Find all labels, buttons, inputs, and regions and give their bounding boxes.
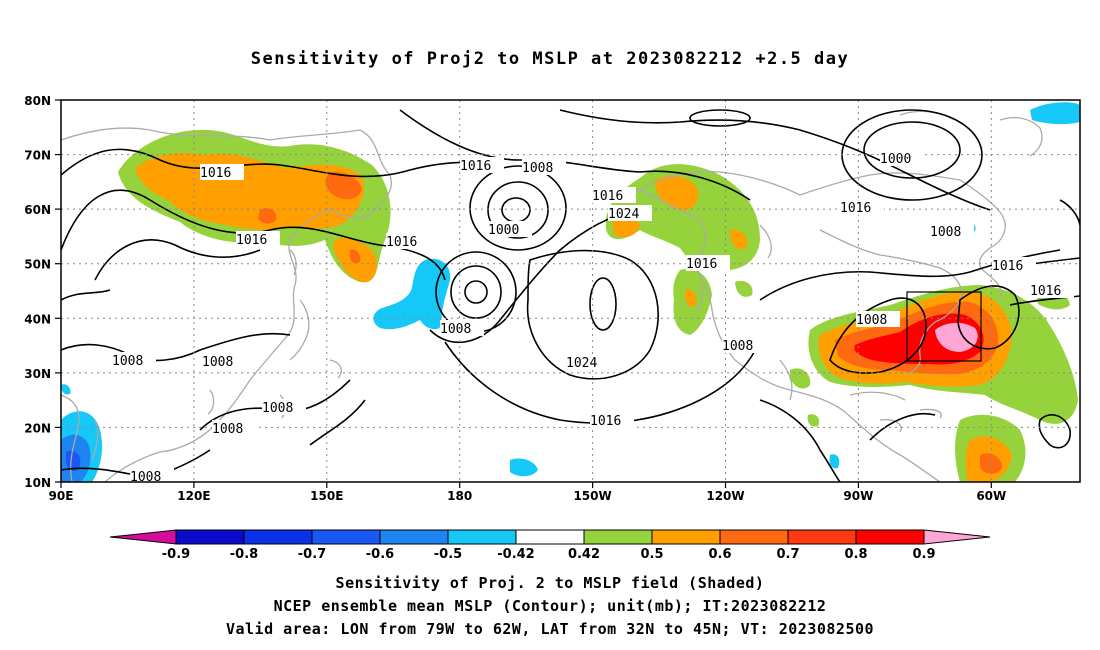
colorbar-label: 0.7 [776,547,799,562]
colorbar-box [311,529,381,545]
contour-label: 1008 [930,225,961,240]
colorbar-label: -0.6 [366,547,394,562]
contour-label: 1008 [440,322,471,337]
valid-area-box [906,291,982,362]
lat-tick-label: 20N [24,421,51,435]
contour-label: 1016 [590,414,621,429]
contour-label: 1008 [212,422,243,437]
contour-labels: 1016 1016 1016 1016 1008 1000 1016 1024 … [112,150,1074,485]
latitude-tick-labels: 80N 70N 60N 50N 40N 30N 20N 10N [24,94,51,490]
colorbar-box [855,529,925,545]
contour-label: 1024 [608,207,639,222]
lat-tick-label: 60N [24,203,51,217]
contour-label: 1008 [130,470,161,485]
colorbar-box [719,529,789,545]
lat-tick-label: 80N [24,94,51,108]
contour-label: 1016 [840,201,871,216]
colorbar-label: 0.9 [912,547,935,562]
contour-label: 1016 [460,159,491,174]
lon-tick-label: 90E [49,489,74,503]
lon-tick-label: 120E [177,489,210,503]
plot-frame [60,99,1081,483]
colorbar-label: 0.5 [640,547,663,562]
colorbar-label: -0.5 [434,547,462,562]
lon-tick-label: 90W [843,489,873,503]
colorbar-label: -0.42 [497,547,534,562]
coastlines [61,110,1043,482]
map-title: Sensitivity of Proj2 to MSLP at 20230822… [250,49,850,69]
contour-label: 1008 [112,354,143,369]
colorbar-extend-low [109,529,177,545]
colorbar: -0.9 -0.8 -0.7 -0.6 -0.5 -0.42 0.42 0.5 0.6 0.7 0.… [109,529,991,562]
lon-tick-label: 150E [310,489,343,503]
contour-label: 1016 [200,166,231,181]
colorbar-label: -0.7 [298,547,326,562]
colorbar-box [515,529,585,545]
colorbar-label: -0.9 [162,547,190,562]
lat-tick-label: 50N [24,258,51,272]
colorbar-box [447,529,517,545]
contour-label: 1008 [202,355,233,370]
lat-tick-label: 40N [24,312,51,326]
contour-label: 1016 [386,235,417,250]
contour-label: 1008 [722,339,753,354]
colorbar-box [379,529,449,545]
longitude-tick-labels: 90E 120E 150E 180 150W 120W 90W 60W [49,489,1007,503]
lat-tick-label: 30N [24,367,51,381]
colorbar-box [787,529,857,545]
colorbar-box [243,529,313,545]
latitude-axis [55,99,61,483]
contour-label: 1016 [592,189,623,204]
caption-line-1: Sensitivity of Proj. 2 to MSLP field (Sh… [335,574,765,592]
colorbar-label: 0.42 [568,547,600,562]
contour-label: 1016 [686,257,717,272]
contour-label: 1008 [522,161,553,176]
caption-line-2: NCEP ensemble mean MSLP (Contour); unit(… [273,597,827,615]
caption-line-3: Valid area: LON from 79W to 62W, LAT fro… [225,620,875,638]
colorbar-label: 0.8 [844,547,867,562]
colorbar-extend-high [923,529,991,545]
contour-label: 1000 [880,152,911,167]
lon-tick-label: 180 [447,489,472,503]
colorbar-box [583,529,653,545]
colorbar-label: -0.8 [230,547,258,562]
lon-tick-label: 120W [706,489,744,503]
colorbar-label: 0.6 [708,547,731,562]
contour-label: 1024 [566,356,597,371]
contour-label: 1000 [488,223,519,238]
lon-tick-label: 60W [976,489,1006,503]
longitude-axis [60,482,992,488]
lat-tick-label: 70N [24,149,51,163]
contour-label: 1016 [1030,284,1061,299]
contour-label: 1008 [856,313,887,328]
lat-tick-label: 10N [24,476,51,490]
contour-label: 1016 [236,233,267,248]
contour-label: 1008 [262,401,293,416]
contour-label: 1016 [992,259,1023,274]
colorbar-box [175,529,245,545]
colorbar-box [651,529,721,545]
lon-tick-label: 150W [573,489,611,503]
